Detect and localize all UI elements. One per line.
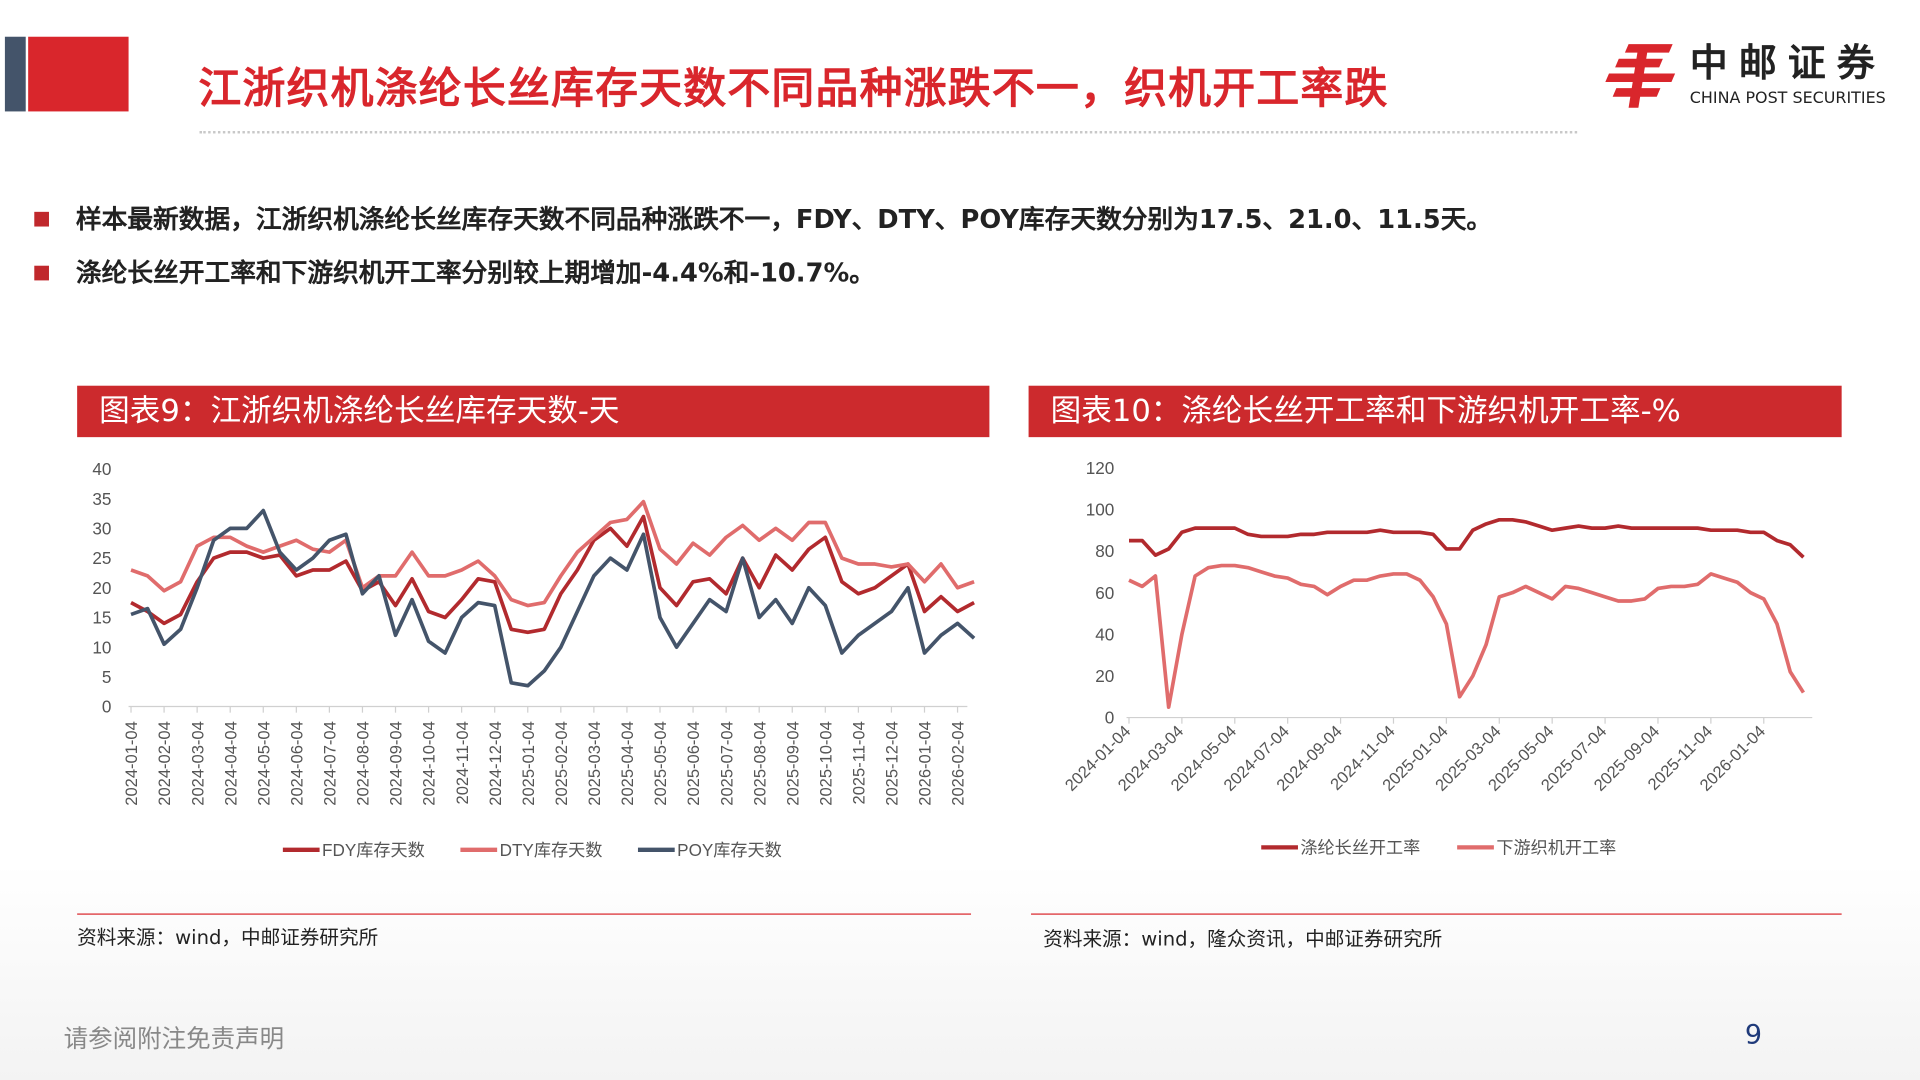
chart9-source: 资料来源：wind，中邮证券研究所	[77, 925, 379, 949]
x-tick-label: 2025-03-04	[585, 721, 604, 805]
page-number: 9	[1744, 1020, 1763, 1051]
x-tick-label: 2025-07-04	[717, 721, 736, 805]
disclaimer-note: 请参阅附注免责声明	[63, 1023, 285, 1054]
y-tick-label: 5	[102, 667, 112, 687]
y-tick-label: 35	[92, 489, 111, 509]
y-tick-label: 0	[102, 697, 112, 717]
y-tick-label: 80	[1095, 541, 1114, 561]
legend-label: FDY库存天数	[322, 840, 425, 860]
y-tick-label: 15	[92, 608, 111, 628]
x-tick-label: 2025-11-04	[849, 721, 868, 804]
x-tick-label: 2025-05-04	[651, 721, 670, 805]
x-tick-label: 2024-06-04	[287, 721, 306, 805]
legend-label: 涤纶长丝开工率	[1300, 837, 1420, 857]
bullet-text: 样本最新数据，江浙织机涤纶长丝库存天数不同品种涨跌不一，FDY、DTY、POY库…	[75, 204, 1493, 234]
y-tick-label: 25	[92, 548, 111, 568]
x-tick-label: 2024-03-04	[188, 721, 207, 805]
y-tick-label: 60	[1095, 583, 1114, 603]
x-tick-label: 2025-02-04	[552, 721, 571, 805]
header-accent-red	[28, 36, 129, 112]
series-line-1	[1128, 517, 1805, 559]
chart10-source: 资料来源：wind，隆众资讯，中邮证券研究所	[1043, 926, 1443, 951]
x-tick-label: 2024-10-04	[420, 721, 439, 805]
x-tick-label: 2025-10-04	[816, 721, 835, 805]
x-tick-label: 2025-09-04	[783, 721, 802, 805]
y-tick-label: 40	[92, 459, 111, 479]
china-post-logo-icon	[1605, 44, 1676, 108]
x-tick-label: 2024-12-04	[486, 721, 505, 805]
x-tick-label: 2025-04-04	[618, 721, 637, 805]
title-divider	[199, 131, 1578, 134]
y-tick-label: 10	[92, 637, 111, 657]
y-tick-label: 0	[1105, 708, 1115, 728]
x-tick-label: 2024-11-04	[453, 721, 472, 804]
x-tick-label: 2026-01-04	[916, 721, 935, 805]
y-tick-label: 30	[92, 518, 111, 538]
y-tick-label: 40	[1095, 624, 1114, 644]
chart9-title: 图表9：江浙织机涤纶长丝库存天数-天	[77, 385, 990, 438]
x-tick-label: 2024-08-04	[354, 721, 373, 805]
bullet-text: 涤纶长丝开工率和下游织机开工率分别较上期增加-4.4%和-10.7%。	[75, 258, 875, 288]
chart10-operating-rate: 0204060801001202024-01-042024-03-042024-…	[1061, 458, 1813, 857]
x-tick-label: 2024-01-04	[122, 721, 141, 805]
header-accent-navy	[4, 36, 26, 112]
x-tick-label: 2024-05-04	[254, 721, 273, 805]
y-tick-label: 20	[1095, 666, 1114, 686]
x-tick-label: 2024-02-04	[155, 721, 174, 805]
chart9-inventory-days: 0 5 10 15 20 25 30 35 40 2024-01-04 2024-02-04 2024…	[92, 459, 976, 860]
x-tick-label: 2025-12-04	[883, 721, 902, 805]
y-tick-label: 20	[92, 578, 111, 598]
logo-chinese-name: 中邮证券	[1689, 41, 1886, 86]
y-tick-label: 100	[1086, 500, 1115, 520]
source-divider	[77, 913, 972, 915]
x-tick-label: 2024-04-04	[221, 721, 240, 805]
x-tick-label: 2025-08-04	[750, 721, 769, 805]
series-line-1	[130, 514, 975, 635]
logo-english-name: CHINA POST SECURITIES	[1689, 89, 1886, 108]
series-line-2	[130, 499, 975, 608]
y-tick-label: 120	[1086, 458, 1115, 478]
x-tick-label: 2024-09-04	[387, 721, 406, 805]
chart10-title: 图表10：涤纶长丝开工率和下游织机开工率-%	[1028, 385, 1842, 438]
legend-label: 下游织机开工率	[1496, 837, 1616, 857]
bullet-icon	[34, 265, 49, 281]
legend-label: POY库存天数	[677, 840, 782, 860]
x-tick-label: 2025-01-04	[519, 721, 538, 805]
x-tick-label: 2026-02-04	[949, 721, 968, 805]
x-tick-label: 2025-06-04	[684, 721, 703, 805]
series-line-3	[130, 508, 976, 688]
bullet-icon	[34, 211, 49, 227]
x-tick-label: 2024-07-04	[321, 721, 340, 805]
legend-label: DTY库存天数	[500, 840, 603, 860]
page-title: 江浙织机涤纶长丝库存天数不同品种涨跌不一，织机开工率跌	[198, 64, 1389, 114]
series-line-2	[1128, 563, 1805, 709]
source-divider	[1031, 913, 1842, 915]
